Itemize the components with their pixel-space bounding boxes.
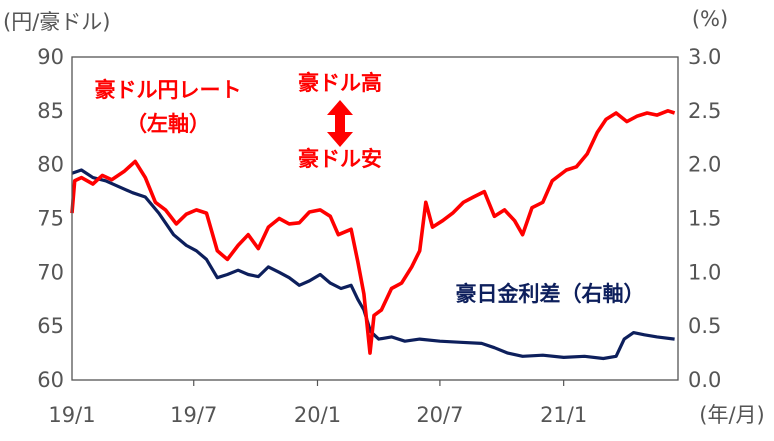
right-tick-label: 0.0 [688,368,721,392]
left-axis-unit: (円/豪ドル) [3,10,110,34]
right-tick-label: 1.5 [688,207,721,231]
x-tick-label: 19/7 [170,403,217,427]
high-label: 豪ドル高 [298,71,382,95]
left-tick-label: 80 [37,153,64,177]
x-tick-label: 20/1 [294,403,341,427]
low-label: 豪ドル安 [298,147,382,171]
rate-series-label-line1: 豪ドル円レート [95,78,242,102]
spread-series-line [71,168,675,361]
x-tick-label: 19/1 [48,403,95,427]
left-tick-label: 70 [37,260,64,284]
left-tick-label: 75 [37,207,64,231]
left-tick-label: 60 [37,368,64,392]
right-tick-label: 3.0 [688,45,721,69]
rate-series-line [70,109,676,355]
x-tick-label: 20/7 [416,403,463,427]
plot-frame [71,56,679,381]
right-tick-label: 1.0 [688,260,721,284]
left-tick-label: 90 [37,45,64,69]
left-axis-ticks: 60 65 70 75 80 85 90 [37,45,64,392]
right-axis-unit: (%) [692,7,728,31]
x-tick-label: 21/1 [540,403,587,427]
x-axis-ticks: 19/1 19/7 20/1 20/7 21/1 [48,403,587,427]
spread-series-label: 豪日金利差（右軸） [456,282,645,306]
rate-series-label-line2: （左軸） [126,112,210,136]
right-tick-label: 0.5 [688,314,721,338]
double-arrow-icon [327,100,353,147]
x-axis-unit: (年/月) [699,403,764,427]
right-axis-ticks: 0.0 0.5 1.0 1.5 2.0 2.5 3.0 [688,45,721,392]
gridlines [193,380,565,386]
series-layer [70,109,676,361]
left-tick-label: 65 [37,314,64,338]
right-tick-label: 2.5 [688,99,721,123]
right-tick-label: 2.0 [688,153,721,177]
left-tick-label: 85 [37,99,64,123]
